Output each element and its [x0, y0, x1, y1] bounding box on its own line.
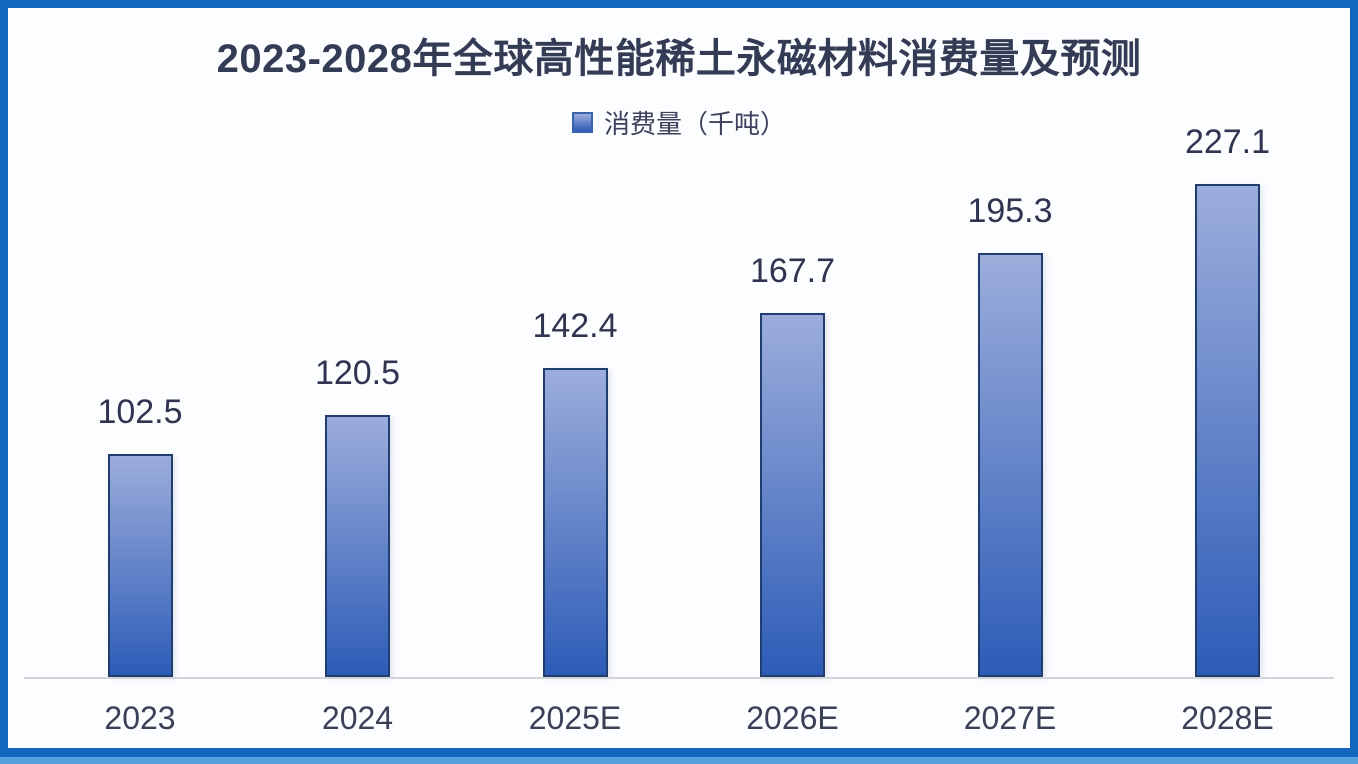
bar-2023	[107, 454, 173, 677]
bar-2027E	[977, 253, 1043, 677]
legend-label: 消费量（千吨）	[603, 109, 786, 139]
x-label-2023: 2023	[104, 700, 176, 736]
x-axis-labels: 2023 2024 2025E 2026E 2027E 2028E	[8, 700, 1350, 744]
x-label-2024: 2024	[321, 700, 394, 736]
x-axis-line	[24, 677, 1334, 679]
x-label-2028E: 2028E	[1181, 700, 1274, 736]
legend: 消费量（千吨）	[8, 104, 1350, 141]
bar-2026E	[760, 313, 825, 677]
value-label-2024: 120.5	[314, 353, 401, 392]
value-label-2028E: 227.1	[1184, 122, 1271, 161]
x-label-2026E: 2026E	[746, 700, 839, 736]
frame-bottom-highlight	[0, 757, 1358, 764]
value-label-2026E: 167.7	[749, 251, 836, 290]
value-label-2027E: 195.3	[967, 191, 1053, 230]
bar-2028E	[1195, 184, 1260, 677]
value-label-2023: 102.5	[97, 392, 183, 431]
x-label-2025E: 2025E	[528, 700, 622, 736]
chart-canvas: 2023-2028年全球高性能稀土永磁材料消费量及预测 消费量（千吨） 102.…	[8, 8, 1350, 748]
bar-2025E	[542, 368, 608, 677]
chart-title: 2023-2028年全球高性能稀土永磁材料消费量及预测	[216, 37, 1142, 81]
plot-area: 102.5 120.5 142.4 167.7 195.3 227.1	[8, 77, 1350, 677]
x-label-2027E: 2027E	[963, 700, 1057, 736]
value-label-2025E: 142.4	[532, 306, 618, 345]
legend-square-icon	[571, 112, 593, 133]
bar-2024	[325, 415, 390, 677]
